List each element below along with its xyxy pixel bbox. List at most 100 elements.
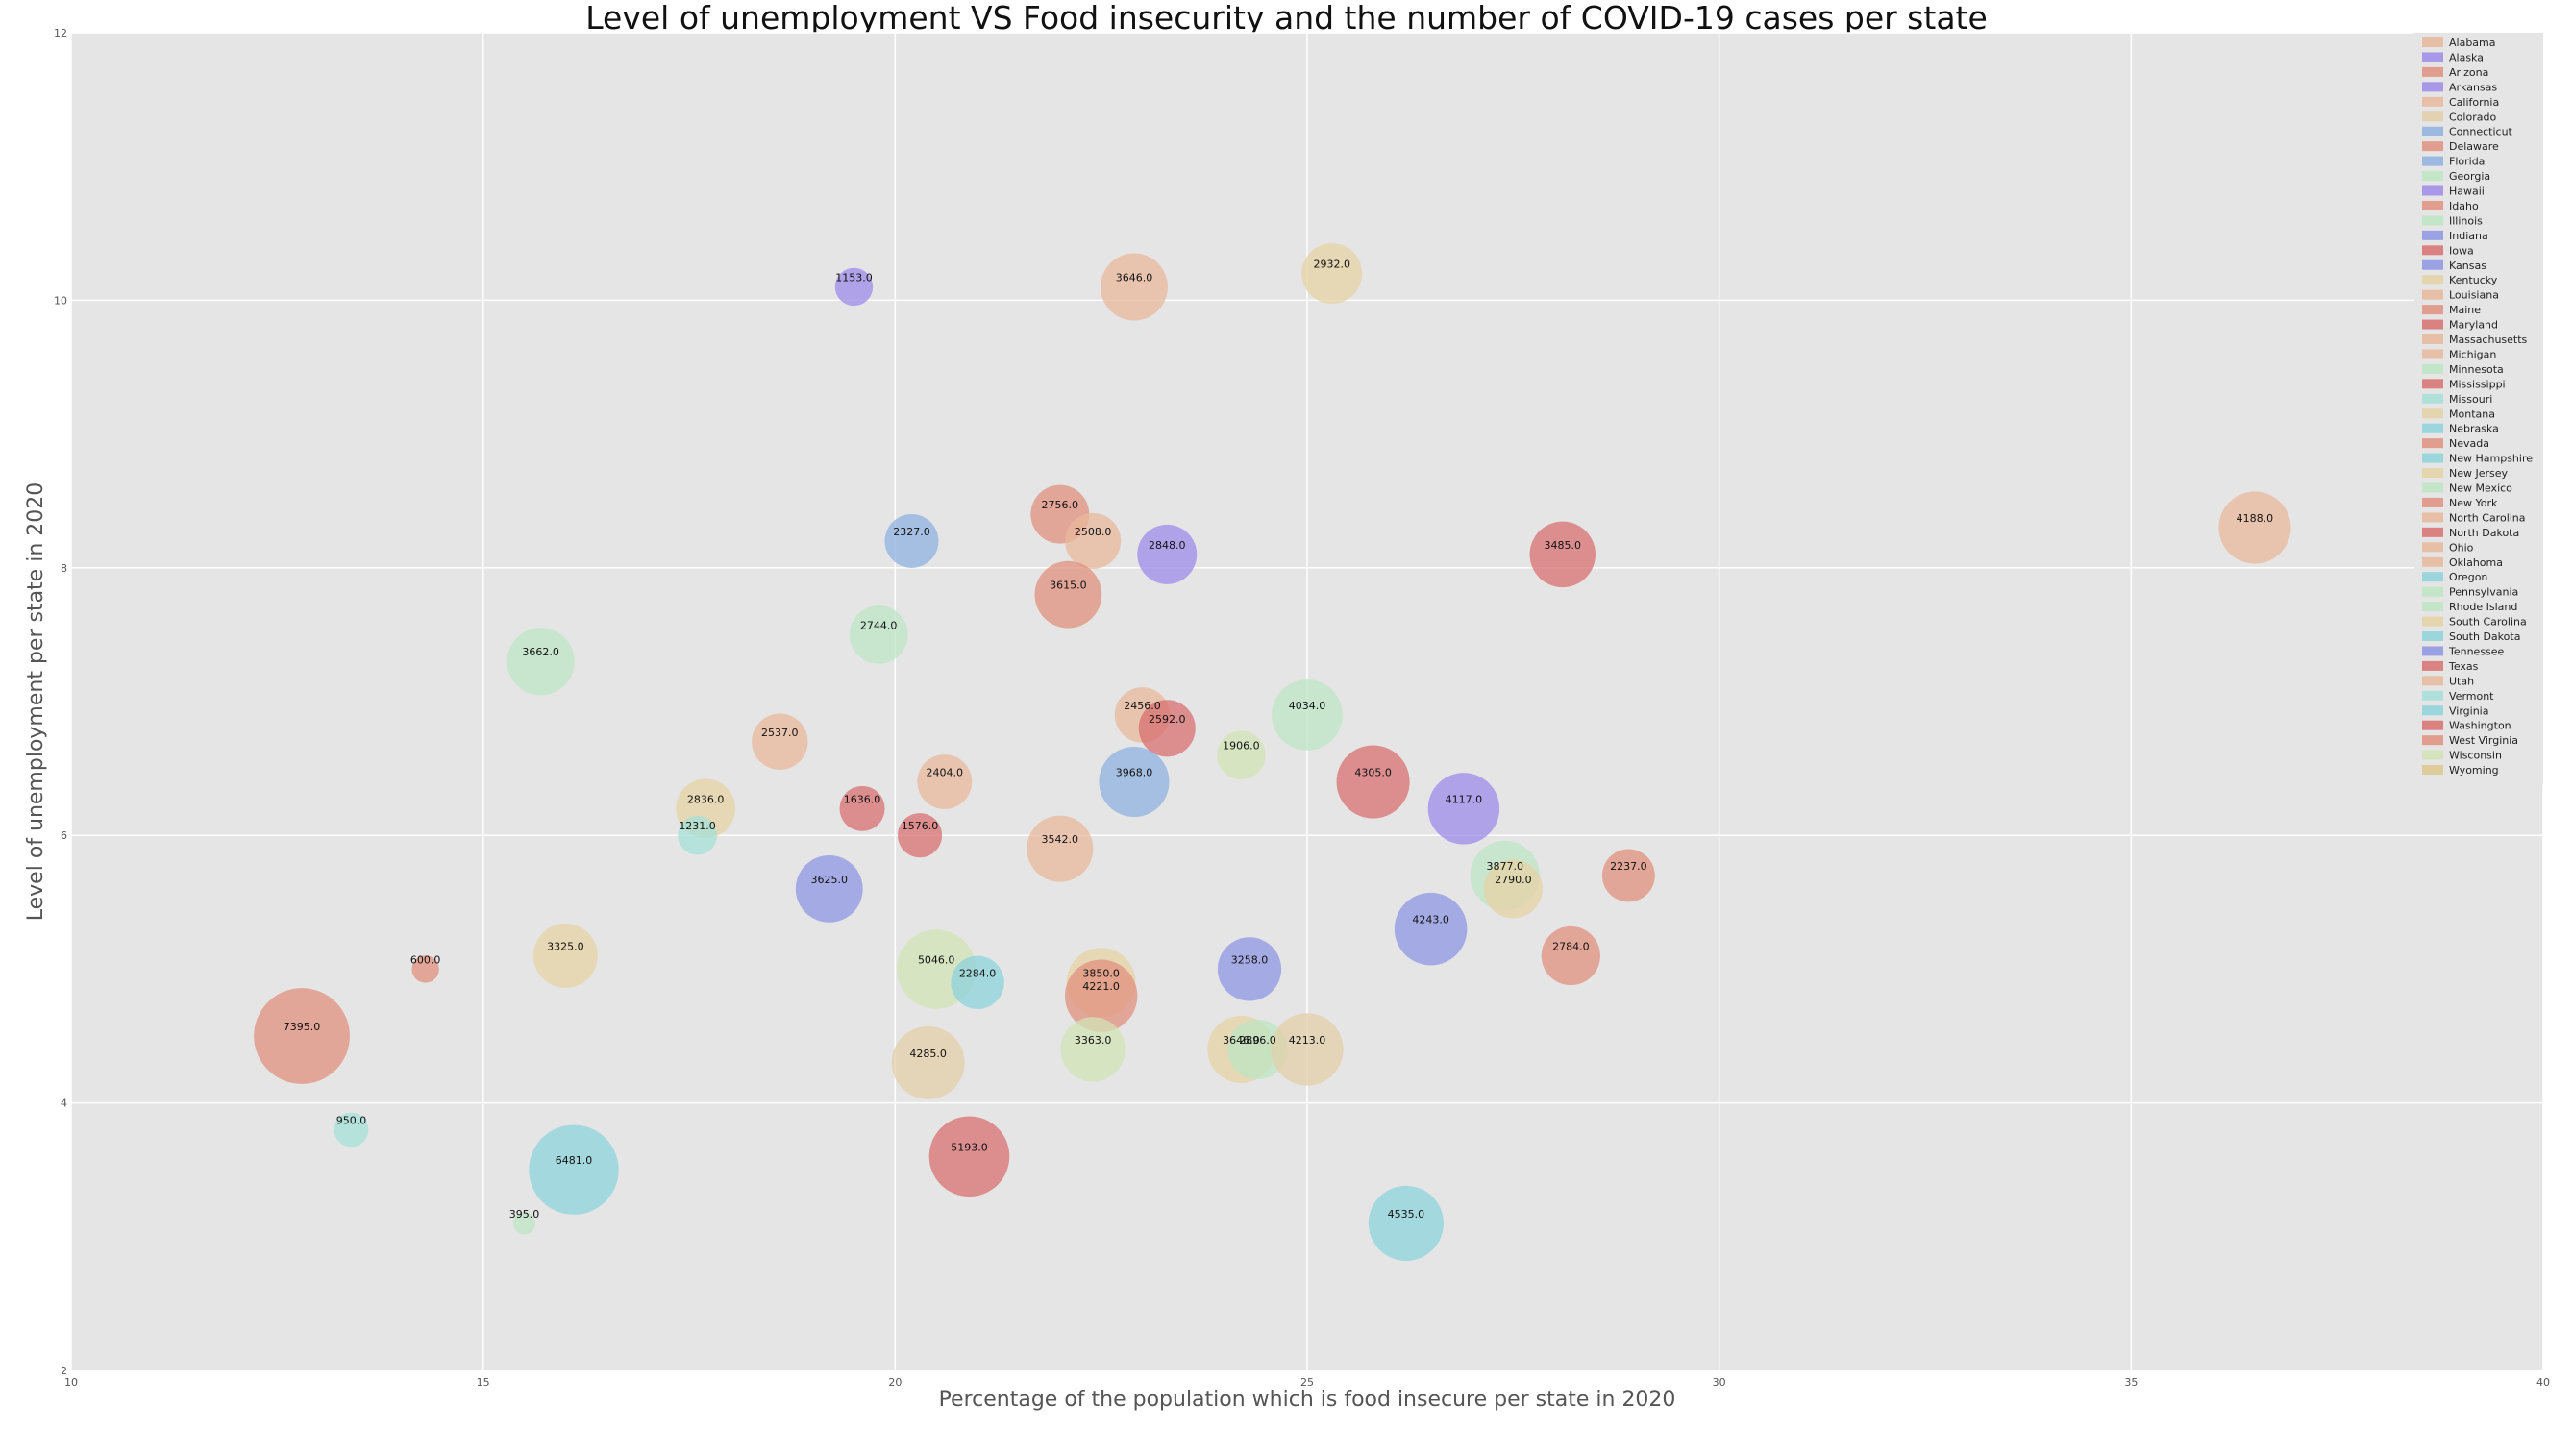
bubble-value-label: 2592.0: [1149, 713, 1186, 726]
bubble: [917, 754, 973, 809]
bubble-value-label: 3363.0: [1075, 1034, 1112, 1047]
legend-entry: California: [2449, 96, 2499, 109]
bubble: [1217, 730, 1266, 780]
legend-entry: Vermont: [2449, 690, 2494, 703]
bubble: [1394, 892, 1468, 966]
legend-entry: New York: [2449, 497, 2498, 509]
legend-entry: West Virginia: [2449, 734, 2518, 747]
legend-swatch: [2422, 393, 2443, 404]
legend-entry: Kansas: [2449, 259, 2486, 272]
bubble-value-label: 395.0: [509, 1208, 540, 1221]
legend-swatch: [2422, 334, 2443, 344]
bubble-value-label: 1153.0: [835, 271, 873, 284]
bubble-value-label: 2508.0: [1075, 526, 1112, 538]
bubble: [1138, 700, 1196, 757]
legend-entry: Pennsylvania: [2449, 586, 2518, 599]
bubble-value-label: 3850.0: [1082, 967, 1120, 979]
bubble-value-label: 3485.0: [1545, 539, 1582, 552]
bubble: [1099, 746, 1170, 818]
bubble: [849, 605, 908, 664]
legend-entry: Oklahoma: [2449, 556, 2503, 569]
legend-entry: Hawaii: [2449, 185, 2485, 198]
legend-swatch: [2422, 572, 2443, 582]
bubble-value-label: 950.0: [336, 1114, 367, 1126]
bubble-value-label: 3662.0: [522, 646, 559, 658]
legend-entry: Missouri: [2449, 393, 2492, 406]
x-tick-label: 10: [64, 1376, 78, 1389]
bubble-value-label: 3542.0: [1042, 833, 1079, 846]
x-tick-label: 20: [888, 1376, 902, 1389]
legend-entry: Kentucky: [2449, 274, 2498, 286]
legend-swatch: [2422, 96, 2443, 107]
bubble: [507, 628, 575, 696]
legend-entry: Wyoming: [2449, 764, 2499, 777]
bubble: [1368, 1185, 1444, 1261]
legend-swatch: [2422, 631, 2443, 641]
bubble: [1227, 1019, 1288, 1080]
legend-entry: Washington: [2449, 720, 2511, 732]
legend-entry: Oregon: [2449, 571, 2487, 583]
legend-entry: Texas: [2448, 660, 2479, 673]
legend-entry: Alaska: [2449, 51, 2484, 63]
legend-swatch: [2422, 66, 2443, 77]
bubble-value-label: 6481.0: [556, 1154, 593, 1167]
legend-entry: Colorado: [2449, 111, 2496, 123]
bubble: [1137, 524, 1198, 584]
legend-entry: North Carolina: [2449, 511, 2526, 524]
bubble: [1060, 1017, 1126, 1082]
bubble-value-label: 3258.0: [1231, 953, 1269, 966]
legend-entry: North Dakota: [2449, 527, 2519, 539]
bubbles: [254, 243, 2291, 1261]
x-axis-label: Percentage of the population which is fo…: [939, 1388, 1676, 1412]
legend-swatch: [2422, 468, 2443, 479]
y-tick-label: 8: [61, 562, 67, 575]
bubble: [532, 924, 598, 988]
legend-entry: Minnesota: [2449, 363, 2504, 376]
legend-entry: Connecticut: [2449, 126, 2513, 138]
bubble-value-label: 2327.0: [893, 526, 930, 538]
legend-swatch: [2422, 156, 2443, 166]
bubble-value-label: 2284.0: [959, 967, 997, 979]
bubble-value-label: 3646.0: [1116, 271, 1153, 284]
bubble-value-label: 2404.0: [927, 767, 964, 779]
legend-entry: Nevada: [2449, 437, 2489, 450]
bubble: [1427, 773, 1500, 845]
y-tick-label: 10: [54, 294, 67, 307]
y-tick-label: 6: [61, 829, 67, 842]
legend-swatch: [2422, 185, 2443, 196]
bubble-value-label: 1231.0: [679, 820, 716, 832]
legend-swatch: [2422, 141, 2443, 152]
bubble: [334, 1112, 369, 1148]
legend-entry: Wisconsin: [2449, 750, 2502, 762]
legend-swatch: [2422, 349, 2443, 359]
bubble-value-label: 4213.0: [1289, 1034, 1326, 1047]
bubble: [411, 955, 439, 983]
legend-swatch: [2422, 259, 2443, 270]
legend-swatch: [2422, 497, 2443, 507]
x-tick-label: 15: [477, 1376, 490, 1389]
legend-swatch: [2422, 512, 2443, 523]
legend-swatch: [2422, 37, 2443, 47]
legend-swatch: [2422, 200, 2443, 210]
bubble-value-label: 2790.0: [1495, 874, 1532, 886]
legend-swatch: [2422, 750, 2443, 760]
legend-swatch: [2422, 556, 2443, 567]
legend: Alabama Alaska Arizona Arkansas California Co…: [2414, 33, 2543, 785]
legend-swatch: [2422, 602, 2443, 612]
bubble: [839, 785, 885, 831]
legend-entry: Idaho: [2449, 200, 2479, 212]
bubble-value-label: 2756.0: [1042, 499, 1079, 511]
legend-entry: New Hampshire: [2449, 453, 2533, 465]
bubble: [254, 988, 350, 1084]
x-tick-label: 40: [2536, 1376, 2550, 1389]
legend-entry: Arkansas: [2449, 81, 2497, 93]
bubble: [834, 267, 874, 307]
legend-swatch: [2422, 586, 2443, 597]
x-tick-label: 25: [1300, 1376, 1314, 1389]
bubble-value-label: 3968.0: [1116, 767, 1153, 779]
bubble-value-label: 3615.0: [1050, 580, 1087, 592]
bubble-value-label: 5046.0: [918, 953, 955, 966]
legend-swatch: [2422, 289, 2443, 300]
legend-swatch: [2422, 363, 2443, 374]
bubble-value-label: 5193.0: [951, 1141, 988, 1153]
